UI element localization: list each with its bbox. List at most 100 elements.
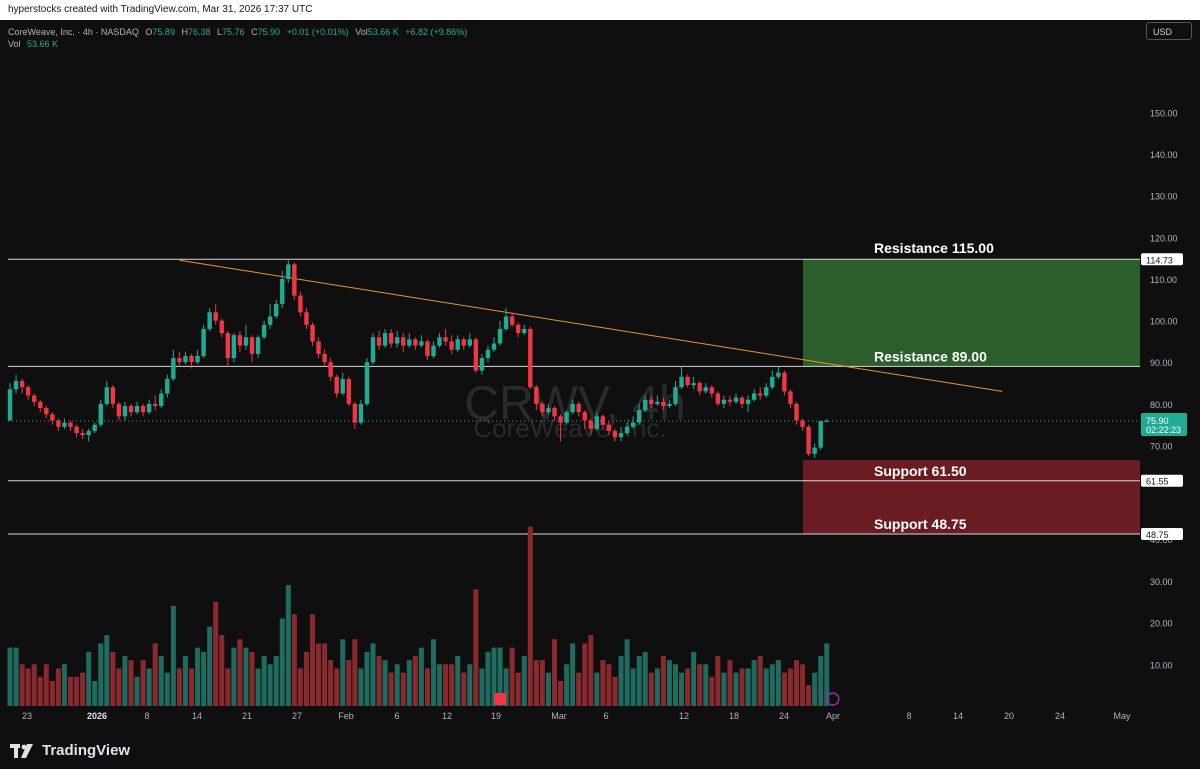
candle-body[interactable] — [497, 328, 503, 344]
candle-body[interactable] — [298, 295, 303, 313]
candle-body[interactable] — [255, 337, 261, 354]
candle-body[interactable] — [334, 376, 339, 394]
candle-body[interactable] — [292, 264, 297, 296]
candle-body[interactable] — [213, 312, 218, 321]
candle-body[interactable] — [455, 339, 460, 350]
candle-body[interactable] — [195, 355, 200, 363]
candle-body[interactable] — [770, 376, 775, 388]
candle-body[interactable] — [715, 393, 721, 404]
candle-body[interactable] — [612, 430, 618, 438]
candle-body[interactable] — [346, 378, 351, 404]
candle-body[interactable] — [286, 264, 291, 279]
candle-body[interactable] — [189, 355, 194, 363]
candle-body[interactable] — [824, 420, 829, 422]
candle-body[interactable] — [395, 337, 400, 344]
currency-button[interactable]: USD — [1146, 22, 1192, 40]
candle-body[interactable] — [764, 387, 769, 396]
candle-body[interactable] — [703, 387, 708, 392]
candle-body[interactable] — [691, 383, 696, 386]
candle-body[interactable] — [86, 430, 91, 436]
candle-body[interactable] — [655, 401, 660, 404]
candle-body[interactable] — [473, 339, 479, 371]
candle-body[interactable] — [237, 335, 243, 346]
candle-body[interactable] — [249, 337, 255, 354]
candle-body[interactable] — [19, 380, 25, 388]
candle-body[interactable] — [44, 408, 49, 415]
candle-body[interactable] — [50, 414, 55, 421]
candle-body[interactable] — [310, 324, 315, 342]
candle-body[interactable] — [564, 412, 569, 423]
candle-body[interactable] — [419, 341, 424, 346]
candle-body[interactable] — [812, 447, 817, 454]
candle-body[interactable] — [316, 341, 321, 354]
candle-body[interactable] — [800, 420, 805, 427]
candle-body[interactable] — [806, 426, 811, 454]
candle-body[interactable] — [467, 339, 472, 346]
candle-body[interactable] — [600, 416, 606, 425]
candle-body[interactable] — [122, 405, 128, 417]
candle-body[interactable] — [745, 399, 751, 404]
candle-body[interactable] — [382, 333, 388, 346]
candle-body[interactable] — [56, 420, 61, 427]
candle-body[interactable] — [624, 426, 630, 434]
candle-body[interactable] — [776, 372, 781, 377]
candle-body[interactable] — [649, 399, 654, 404]
candle-body[interactable] — [140, 405, 146, 413]
candle-body[interactable] — [503, 316, 509, 329]
candle-body[interactable] — [267, 316, 273, 325]
candle-body[interactable] — [667, 403, 672, 406]
candle-body[interactable] — [32, 395, 37, 402]
candle-body[interactable] — [594, 416, 600, 429]
candle-body[interactable] — [461, 339, 466, 346]
candle-body[interactable] — [134, 405, 140, 413]
candle-body[interactable] — [231, 335, 237, 359]
candle-body[interactable] — [727, 399, 733, 402]
candle-body[interactable] — [739, 397, 745, 404]
candle-body[interactable] — [818, 420, 823, 448]
candle-body[interactable] — [171, 358, 176, 379]
candle-body[interactable] — [697, 383, 702, 392]
candle-body[interactable] — [274, 303, 279, 317]
candle-body[interactable] — [479, 358, 485, 371]
candle-body[interactable] — [7, 389, 13, 421]
candle-body[interactable] — [13, 380, 19, 390]
candle-body[interactable] — [685, 376, 690, 386]
candle-body[interactable] — [516, 324, 521, 334]
candle-body[interactable] — [183, 355, 188, 363]
candle-body[interactable] — [243, 337, 249, 346]
candle-body[interactable] — [437, 337, 442, 346]
candle-body[interactable] — [528, 328, 533, 388]
candle-body[interactable] — [751, 393, 757, 400]
candle-body[interactable] — [782, 372, 787, 392]
candle-body[interactable] — [509, 316, 515, 325]
earnings-marker-icon[interactable] — [494, 693, 507, 705]
candle-body[interactable] — [104, 387, 109, 404]
candle-body[interactable] — [425, 341, 430, 356]
candle-body[interactable] — [364, 362, 370, 404]
candle-body[interactable] — [721, 399, 727, 404]
candle-body[interactable] — [758, 393, 763, 396]
candle-body[interactable] — [407, 339, 412, 346]
candle-body[interactable] — [110, 387, 116, 404]
candle-body[interactable] — [322, 353, 327, 363]
candle-body[interactable] — [534, 387, 539, 404]
candle-body[interactable] — [328, 362, 333, 377]
candle-body[interactable] — [388, 333, 394, 344]
candle-body[interactable] — [570, 403, 575, 413]
candle-body[interactable] — [376, 337, 382, 346]
candle-body[interactable] — [679, 376, 684, 388]
candle-body[interactable] — [588, 420, 593, 429]
candle-body[interactable] — [225, 333, 230, 359]
candle-body[interactable] — [540, 403, 545, 413]
candle-body[interactable] — [370, 337, 376, 363]
candle-body[interactable] — [177, 358, 182, 363]
candle-body[interactable] — [38, 401, 43, 409]
candle-body[interactable] — [552, 408, 557, 417]
flash-marker-icon[interactable] — [826, 692, 840, 706]
candle-body[interactable] — [280, 278, 285, 304]
candle-body[interactable] — [788, 391, 793, 404]
candle-body[interactable] — [352, 403, 358, 423]
candle-body[interactable] — [128, 405, 134, 413]
candle-body[interactable] — [576, 403, 581, 413]
candle-body[interactable] — [485, 349, 491, 359]
